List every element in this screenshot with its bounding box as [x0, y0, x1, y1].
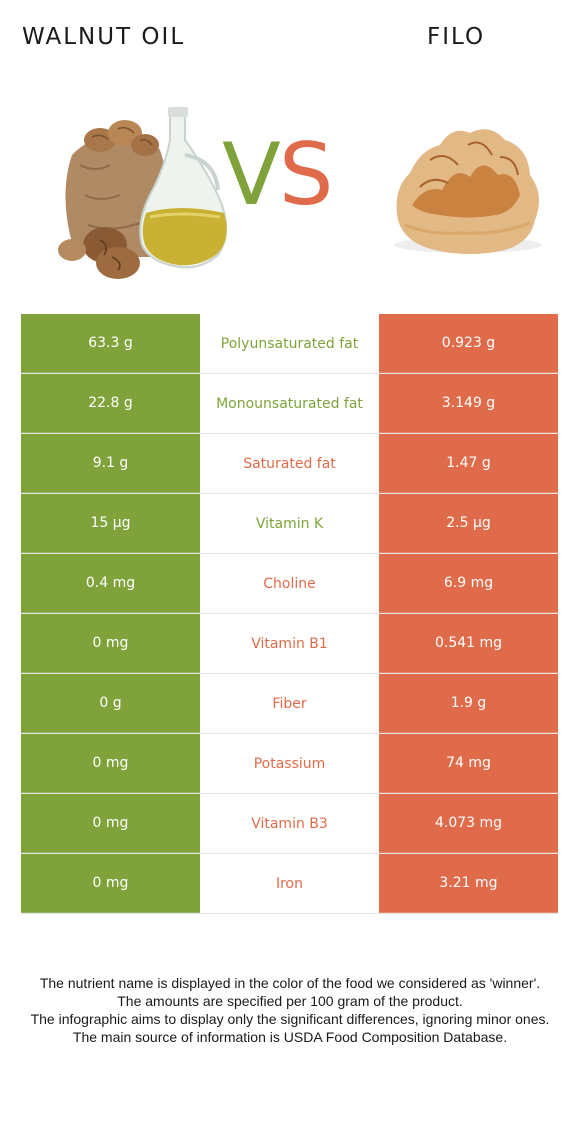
left-value: 63.3 g	[21, 314, 200, 373]
nutrient-name: Polyunsaturated fat	[200, 314, 379, 373]
comparison-table: 63.3 g Polyunsaturated fat 0.923 g 22.8 g Mo…	[21, 314, 558, 914]
left-value: 0 mg	[21, 794, 200, 853]
right-value: 1.47 g	[379, 434, 558, 493]
nutrient-name: Vitamin B1	[200, 614, 379, 673]
nutrient-name: Fiber	[200, 674, 379, 733]
table-row: 0.4 mg Choline 6.9 mg	[21, 554, 558, 614]
table-row: 0 mg Vitamin B3 4.073 mg	[21, 794, 558, 854]
right-value: 3.21 mg	[379, 854, 558, 913]
right-value: 0.541 mg	[379, 614, 558, 673]
right-value: 3.149 g	[379, 374, 558, 433]
nutrient-name: Vitamin B3	[200, 794, 379, 853]
nutrient-name: Monounsaturated fat	[200, 374, 379, 433]
table-row: 9.1 g Saturated fat 1.47 g	[21, 434, 558, 494]
table-row: 22.8 g Monounsaturated fat 3.149 g	[21, 374, 558, 434]
nutrient-name: Choline	[200, 554, 379, 613]
left-value: 15 µg	[21, 494, 200, 553]
table-row: 63.3 g Polyunsaturated fat 0.923 g	[21, 314, 558, 374]
left-value: 0 mg	[21, 734, 200, 793]
right-value: 0.923 g	[379, 314, 558, 373]
left-food-title: WALNUT OIL	[22, 24, 186, 50]
filo-image	[394, 129, 542, 254]
nutrient-name: Saturated fat	[200, 434, 379, 493]
right-value: 1.9 g	[379, 674, 558, 733]
left-value: 0 mg	[21, 614, 200, 673]
vs-label: VS	[222, 132, 333, 218]
footnote-line: The infographic aims to display only the…	[30, 1011, 550, 1027]
left-value: 0 g	[21, 674, 200, 733]
left-value: 0 mg	[21, 854, 200, 913]
right-value: 6.9 mg	[379, 554, 558, 613]
left-value: 0.4 mg	[21, 554, 200, 613]
right-value: 74 mg	[379, 734, 558, 793]
table-row: 0 mg Vitamin B1 0.541 mg	[21, 614, 558, 674]
footnote-line: The main source of information is USDA F…	[72, 1029, 508, 1045]
walnut-oil-image	[58, 107, 228, 279]
footnote-line: The nutrient name is displayed in the co…	[39, 975, 541, 991]
table-row: 0 g Fiber 1.9 g	[21, 674, 558, 734]
right-value: 2.5 µg	[379, 494, 558, 553]
left-value: 22.8 g	[21, 374, 200, 433]
nutrient-name: Vitamin K	[200, 494, 379, 553]
table-row: 0 mg Potassium 74 mg	[21, 734, 558, 794]
vs-v: V	[222, 125, 281, 225]
nutrient-name: Potassium	[200, 734, 379, 793]
left-value: 9.1 g	[21, 434, 200, 493]
table-row: 0 mg Iron 3.21 mg	[21, 854, 558, 914]
right-value: 4.073 mg	[379, 794, 558, 853]
footnote: The nutrient name is displayed in the co…	[14, 974, 566, 1046]
vs-s: S	[278, 125, 334, 225]
right-food-title: FILO	[427, 24, 486, 50]
nutrient-name: Iron	[200, 854, 379, 913]
table-row: 15 µg Vitamin K 2.5 µg	[21, 494, 558, 554]
footnote-line: The amounts are specified per 100 gram o…	[117, 993, 463, 1009]
